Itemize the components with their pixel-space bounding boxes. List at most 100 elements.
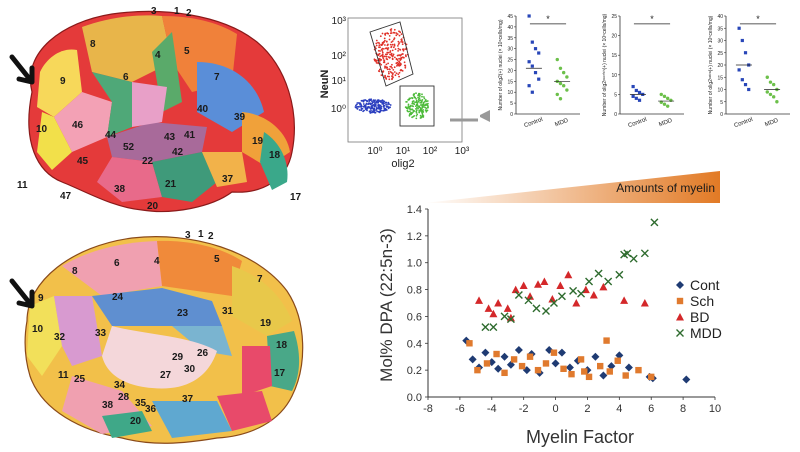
flow-event-dot <box>426 106 429 109</box>
bd-point <box>572 299 581 307</box>
flow-event-dot <box>411 108 414 111</box>
flow-event-dot <box>388 68 391 71</box>
flow-event-dot <box>365 102 368 105</box>
cont-point <box>545 346 554 354</box>
y-tick-label: 10 <box>611 73 617 79</box>
area-label: 18 <box>276 340 288 351</box>
bd-point <box>484 304 493 312</box>
flow-event-dot <box>418 97 421 100</box>
area-label: 18 <box>269 150 281 161</box>
area-label: 28 <box>118 392 130 403</box>
flow-event-dot <box>383 107 386 109</box>
flow-event-dot <box>397 73 400 76</box>
mdd-point <box>669 98 673 102</box>
flow-event-dot <box>393 38 395 41</box>
flow-event-dot <box>415 98 417 100</box>
flow-event-dot <box>365 107 368 110</box>
y-tick-label: 15 <box>507 79 513 85</box>
mdd-point <box>555 57 559 62</box>
myelin-banner <box>424 171 720 203</box>
mdd-point <box>585 277 594 286</box>
bd-point <box>511 285 520 294</box>
flow-event-dot <box>362 110 364 113</box>
flow-event-dot <box>373 105 376 108</box>
flow-event-dot <box>377 100 379 102</box>
flow-xlabel: olig2 <box>391 158 414 170</box>
flow-event-dot <box>385 40 388 43</box>
area-label: 9 <box>38 293 44 304</box>
mdd-point <box>662 102 667 106</box>
flow-event-dot <box>391 49 394 52</box>
control-point <box>631 94 635 98</box>
flow-event-dot <box>391 75 393 77</box>
area-label: 1 <box>174 6 180 17</box>
mdd-point <box>771 82 776 87</box>
control-point <box>743 83 748 87</box>
flow-event-dot <box>410 112 413 115</box>
area-label: 36 <box>145 404 157 415</box>
bd-point <box>519 281 528 290</box>
flow-event-dot <box>391 55 394 58</box>
flow-event-dot <box>381 47 384 50</box>
flow-event-dot <box>416 106 418 109</box>
bd-point <box>599 282 608 291</box>
y-tick-label: 1.2 <box>407 231 422 243</box>
control-point <box>527 14 531 18</box>
y-tick-label: 0.6 <box>407 311 422 323</box>
flow-event-dot <box>360 109 363 112</box>
area-label: 11 <box>17 180 28 191</box>
flow-event-dot <box>386 48 389 51</box>
flow-event-dot <box>390 52 393 55</box>
mdd-point <box>558 97 563 101</box>
area-label: 35 <box>135 398 147 409</box>
area-label: 2 <box>186 8 192 19</box>
category-label: Control <box>627 117 647 129</box>
sch-point <box>510 356 518 363</box>
sch-point <box>581 368 588 375</box>
flow-event-dot <box>383 59 385 61</box>
flow-event-dot <box>403 48 405 51</box>
flow-event-dot <box>406 107 409 110</box>
flow-event-dot <box>413 115 416 117</box>
flow-event-dot <box>375 44 378 47</box>
sch-point <box>606 368 613 375</box>
control-point <box>527 84 531 88</box>
lateral-area-labels: 3 1 2 4 5 6 7 8 9 10 46 44 43 40 39 41 4… <box>17 6 302 212</box>
area-label: 25 <box>74 374 86 385</box>
area-label: 40 <box>197 104 209 115</box>
mdd-point <box>604 277 613 286</box>
area-label: 11 <box>58 370 69 381</box>
cont-point <box>615 351 624 360</box>
flow-event-dot <box>393 71 396 73</box>
flow-event-dot <box>422 111 425 113</box>
mdd-point <box>569 286 578 295</box>
legend-label-sch: Sch <box>690 293 714 309</box>
bd-point <box>489 309 498 318</box>
flow-event-dot <box>398 75 400 78</box>
flow-event-dot <box>384 74 386 77</box>
dot-plot-ylabel: Number of olig2(+) nuclei (× 10⁶cells/mg… <box>498 19 504 110</box>
medial-area-labels: 3 1 2 4 5 6 7 8 9 10 32 24 23 31 33 19 1… <box>32 229 288 427</box>
x-tick: 10¹ <box>396 146 411 157</box>
mdd-point <box>532 304 541 313</box>
area-label: 6 <box>114 258 120 269</box>
flow-event-dot <box>360 107 363 110</box>
flow-event-dot <box>381 50 384 52</box>
y-tick-label: 25 <box>507 58 513 64</box>
flow-event-dot <box>361 99 364 102</box>
flow-event-dot <box>411 100 414 103</box>
flow-event-dot <box>383 37 386 40</box>
flow-event-dot <box>383 40 385 43</box>
x-tick: 10⁰ <box>367 146 382 157</box>
control-point <box>740 38 744 43</box>
cont-point <box>557 348 566 357</box>
mdd-point <box>594 269 603 278</box>
flow-event-dot <box>424 106 427 109</box>
legend-marker-sch <box>676 297 684 305</box>
flow-event-dot <box>380 59 383 61</box>
area-label: 21 <box>165 179 177 190</box>
flow-event-dot <box>422 109 424 111</box>
sch-point <box>635 366 642 374</box>
flow-event-dot <box>397 47 400 50</box>
